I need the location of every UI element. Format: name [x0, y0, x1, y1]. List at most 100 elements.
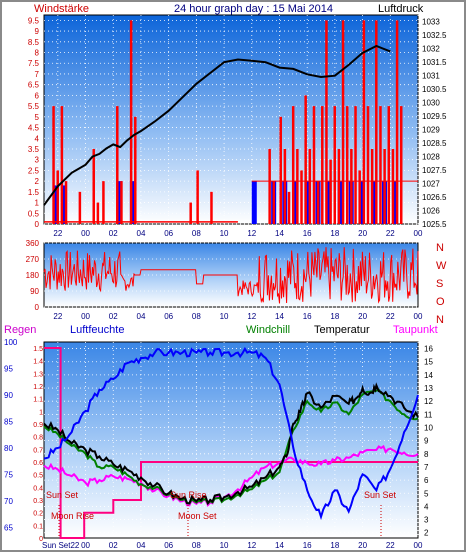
wind-bar: [129, 20, 133, 224]
rain-y-axis: 0 0.1 0.2 0.3 0.4 0.5 0.6 0.7 0.8 0.9 1 1.1 1.2 1.3 1.…: [33, 346, 43, 543]
wind-bar: [189, 202, 192, 224]
wind-tick-label: 2.5: [28, 166, 40, 175]
weather-x-tick-label: 22: [386, 541, 395, 550]
wind-tick-label: 5.5: [28, 102, 40, 111]
rain-tick-label: 1.4: [33, 359, 43, 366]
humidity-tick-label: 75: [4, 470, 13, 479]
direction-y-axis: 0 90 180 270 360: [26, 239, 40, 312]
gust-low-bar: [53, 185, 59, 224]
weather-x-tick-label: 18: [330, 541, 339, 550]
weather-x-tick-label: 08: [192, 541, 201, 550]
wind-bar: [325, 20, 328, 224]
wind-x-tick-label: 06: [164, 229, 173, 238]
gust-low-bar: [393, 181, 399, 224]
weather-chart: 0 0.1 0.2 0.3 0.4 0.5 0.6 0.7 0.8 0.9 1 1.1 1.2 1.3 1.…: [4, 338, 433, 550]
wind-bar: [60, 106, 64, 224]
wind-tick-label: 3.5: [28, 145, 40, 154]
pressure-tick-label: 1025.5: [422, 220, 447, 229]
wind-bar: [395, 20, 399, 224]
compass-label: O: [436, 296, 445, 308]
rain-tick-label: 0.8: [33, 435, 43, 442]
compass-label: W: [436, 260, 447, 272]
wind-bar: [102, 181, 105, 224]
windchill-label: Windchill: [246, 324, 290, 336]
rain-tick-label: 0.7: [33, 447, 43, 454]
temperature-y-axis: 2 3 4 5 6 7 8 9 10 11 12 13 14 15 16: [424, 345, 433, 538]
temperature-tick-label: 11: [424, 410, 433, 419]
humidity-y-axis: 65 70 75 80 85 90 95 100: [4, 338, 18, 532]
weather-plot-area: [43, 341, 419, 539]
pressure-tick-label: 1028: [422, 153, 440, 162]
direction-x-tick-label: 12: [247, 312, 256, 321]
wind-tick-label: 0: [35, 220, 40, 229]
wind-x-tick-label: 18: [330, 229, 339, 238]
rain-tick-label: 0: [39, 536, 43, 543]
gust-low-bar: [251, 181, 257, 224]
wind-x-tick-label: 12: [247, 229, 256, 238]
wind-x-tick-label: 14: [275, 229, 284, 238]
wind-tick-label: 7: [35, 70, 40, 79]
wind-bar: [272, 181, 276, 224]
rain-tick-label: 0.3: [33, 498, 43, 505]
graph-title: 24 hour graph day : 15 Mai 2014: [174, 3, 333, 15]
rain-tick-label: 0.5: [33, 473, 43, 480]
humidity-tick-label: 95: [4, 364, 13, 373]
wind-bar: [329, 159, 332, 224]
wind-tick-label: 9.5: [28, 16, 40, 25]
wind-x-tick-label: 00: [81, 229, 90, 238]
wind-bar: [391, 148, 395, 224]
temperature-tick-label: 5: [424, 489, 429, 498]
wind-bar: [291, 106, 295, 224]
humidity-tick-label: 70: [4, 497, 13, 506]
rain-tick-label: 0.4: [33, 485, 43, 492]
pressure-tick-label: 1031: [422, 72, 440, 81]
wind-bar: [304, 95, 307, 224]
wind-bar: [56, 170, 59, 224]
rain-tick-label: 0.2: [33, 511, 43, 518]
pressure-tick-label: 1026.5: [422, 193, 447, 202]
wind-bar: [387, 106, 391, 224]
humidity-tick-label: 80: [4, 444, 13, 453]
rain-line: [44, 347, 418, 539]
sun-rise-label: Sun Rise: [170, 490, 207, 500]
wind-bar: [362, 20, 366, 224]
humidity-tick-label: 85: [4, 417, 13, 426]
wind-bar: [64, 181, 68, 224]
direction-x-tick-label: 18: [330, 312, 339, 321]
wind-tick-label: 9: [35, 27, 40, 36]
temperature-tick-label: 8: [424, 450, 429, 459]
direction-x-tick-label: 04: [137, 312, 146, 321]
direction-x-tick-label: 20: [358, 312, 367, 321]
rain-tick-label: 1: [39, 409, 43, 416]
pressure-tick-label: 1030: [422, 99, 440, 108]
temperature-tick-label: 3: [424, 516, 429, 525]
temperature-tick-label: 7: [424, 463, 429, 472]
wind-bar: [316, 181, 320, 224]
wind-bar: [358, 170, 361, 224]
wind-y-axis: 0 0.51 1.5 2 2.53 3.5 44.5 5 5.5 66.5 7 7.58 8.5 9 9.5: [28, 16, 40, 229]
weather-x-tick-label: 00: [414, 541, 423, 550]
wind-bar: [321, 106, 324, 224]
pressure-tick-label: 1027: [422, 180, 440, 189]
direction-tick-label: 180: [26, 271, 40, 280]
wind-bar: [196, 170, 199, 224]
direction-x-tick-label: 02: [109, 312, 118, 321]
wind-bar: [308, 148, 312, 224]
direction-x-tick-label: 06: [164, 312, 173, 321]
wind-bar: [92, 148, 95, 224]
dewpoint-line: [43, 444, 419, 508]
wind-tick-label: 2: [35, 177, 40, 186]
wind-bar: [312, 106, 316, 224]
temperature-tick-label: 9: [424, 437, 429, 446]
pressure-tick-label: 1029: [422, 126, 440, 135]
wind-bar: [399, 106, 403, 224]
wind-bar: [134, 116, 137, 224]
wind-pressure-chart: 0 0.51 1.5 2 2.53 3.5 44.5 5 5.5 66.5 7 7.58 8.5 9 9.5…: [28, 14, 447, 238]
sun-set-corner-label: Sun Set22: [42, 541, 80, 550]
wind-bar: [370, 148, 374, 224]
pressure-tick-label: 1027.5: [422, 166, 447, 175]
gust-low-bar: [293, 181, 299, 224]
wind-bar: [287, 191, 291, 224]
